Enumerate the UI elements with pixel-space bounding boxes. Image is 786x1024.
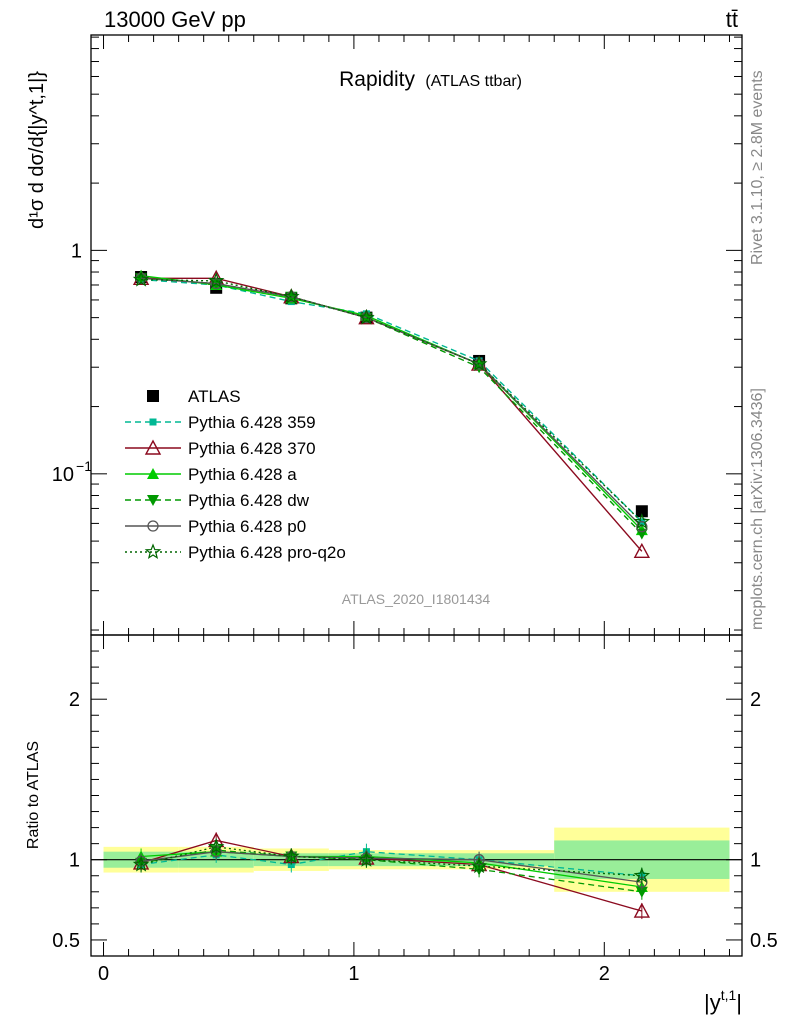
ratio-data-point [470,857,488,874]
source-label: mcplots.cern.ch [arXiv:1306.3436] [749,388,766,630]
y-tick-label: 1 [71,240,82,262]
plot-subtitle: (ATLAS ttbar) [425,73,522,90]
legend-entry-label: Pythia 6.428 359 [188,413,316,432]
process-label: tt̄ [726,7,738,32]
data-point [132,270,150,287]
legend-marker [144,543,162,560]
data-point [283,288,300,304]
ratio-series-line [140,851,642,877]
svg-text:d¹σ d dσ/d{|y^t,1|}: d¹σ d dσ/d{|y^t,1|} [26,71,48,229]
legend-marker [144,439,162,455]
x-axis-label: |yt,1| [704,987,742,1015]
legend-entry-label: ATLAS [188,387,241,406]
ratio-data-point [132,855,150,872]
legend-marker [149,418,157,426]
main-ylabel: d¹σ d dσ/d{|y^t,1|} [26,71,48,229]
ratio-series-layer [132,831,651,920]
legend-marker [147,390,159,402]
main-series-layer [132,269,651,559]
ratio-y-tick-label: 2 [69,689,80,711]
legend-entry-label: Pythia 6.428 p0 [188,517,306,536]
legend-entry-label: Pythia 6.428 dw [188,491,310,510]
data-point [633,542,651,559]
main-axes: 1 10 −1 [52,35,742,635]
data-point [470,355,488,372]
data-point [635,505,648,518]
ratio-data-point [207,838,225,854]
data-point [207,272,225,288]
ratio-y-tick-label: 1 [750,850,761,872]
ratio-data-point [633,902,651,918]
ratio-y-tick-label: 0.5 [52,930,80,952]
ratio-data-point [633,867,651,883]
x-tick-label: 2 [599,963,610,985]
ratio-ylabel: Ratio to ATLAS [25,741,42,849]
ratio-y-tick-label: 0.5 [750,930,778,952]
data-point [210,277,222,290]
legend-entry-label: Pythia 6.428 a [188,465,297,484]
ratio-data-point [287,861,295,869]
x-tick-label: 0 [98,963,109,985]
legend-marker [147,520,159,532]
data-point [633,513,651,529]
ratio-y-tick-label: 1 [69,850,80,872]
series-line [141,278,643,523]
y-tick-label: −1 [76,458,92,474]
ratio-data-point [635,886,648,898]
plot-title: Rapidity [339,68,415,91]
y-tick-label: 10 [52,464,74,486]
ratio-axes: 0 1 2 0.5 0.5 1 1 2 2 [52,634,778,985]
data-point [285,291,297,303]
legend-entry-label: Pythia 6.428 pro-q2o [188,543,346,562]
ratio-y-tick-label: 2 [750,689,761,711]
analysis-id: ATLAS_2020_I1801434 [342,591,491,607]
ratio-series-line [140,849,642,893]
ratio-data-point [358,851,375,867]
rivet-label: Rivet 3.1.10, ≥ 2.8M events [749,70,766,265]
ratio-series-line [140,846,642,877]
data-point [636,521,648,533]
ratio-data-point [283,847,300,864]
energy-label: 13000 GeV pp [104,7,246,32]
x-tick-label: 1 [348,963,359,985]
legend-marker [147,495,159,506]
data-point [358,308,375,325]
legend-entry-label: Pythia 6.428 370 [188,439,316,458]
legend: ATLAS Pythia 6.428 359 Pythia 6.428 370 Pyt… [125,387,346,562]
ratio-series-line [140,851,642,883]
legend-marker [147,468,159,479]
